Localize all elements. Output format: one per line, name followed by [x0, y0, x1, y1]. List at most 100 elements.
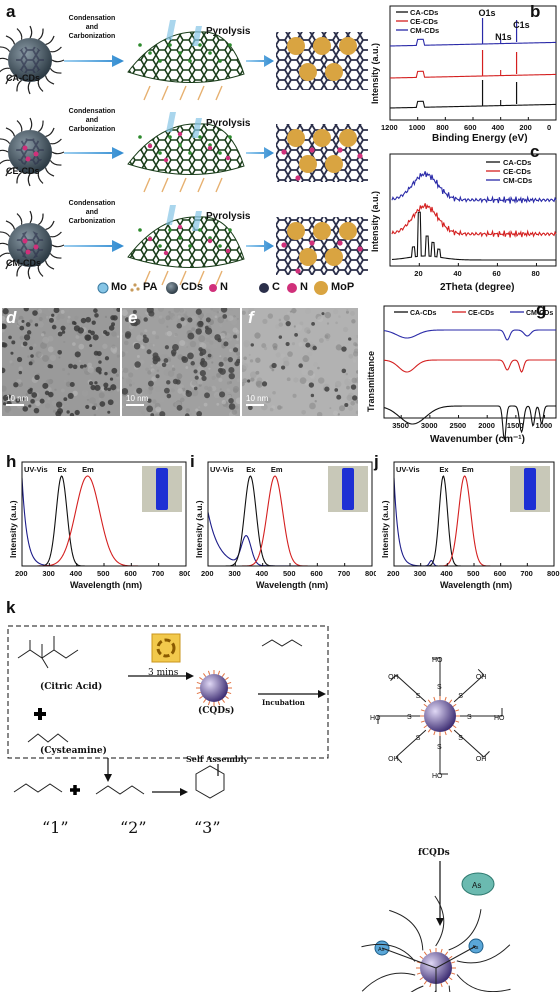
- x-axis-label: Wavelength (nm): [256, 580, 328, 590]
- texture: [348, 406, 353, 411]
- texture: [236, 317, 239, 320]
- texture: [215, 394, 219, 399]
- panel-j: j UV-Vis Ex Em 200 300 400 500 600 700 800 Wavelen…: [372, 452, 560, 592]
- nanoparticle: [247, 405, 253, 411]
- n-dopant: [163, 250, 169, 256]
- texture: [191, 327, 196, 332]
- texture: [291, 342, 296, 346]
- texture: [242, 378, 248, 384]
- complex-chain: [434, 895, 445, 947]
- cqd-sphere-ligand: [196, 691, 201, 695]
- nanoparticle: [23, 334, 31, 341]
- texture: [143, 343, 147, 347]
- legend-text: CE-CDs: [468, 310, 494, 317]
- texture: [221, 400, 226, 405]
- texture: [292, 393, 297, 398]
- texture: [271, 368, 275, 372]
- arrow-2: [246, 147, 274, 159]
- n-dopant: [295, 175, 301, 181]
- x-tick-label: 300: [414, 569, 427, 578]
- nanoparticle: [280, 365, 286, 370]
- nanoparticle: [2, 367, 6, 374]
- nanoparticle: [90, 330, 95, 336]
- nanoparticle: [111, 322, 116, 327]
- nanoparticle: [32, 310, 38, 316]
- sheet-atom: [158, 59, 162, 63]
- as-complex-sphere-ligand: [416, 961, 421, 964]
- nanoparticle: [109, 377, 114, 381]
- nanoparticle: [172, 343, 179, 351]
- as-complex-sphere-ligand: [440, 983, 443, 988]
- nanoparticle: [341, 368, 347, 374]
- cd-ligand: [45, 127, 55, 138]
- texture: [217, 316, 225, 324]
- nanoparticle: [29, 346, 34, 351]
- texture: [299, 321, 304, 326]
- nanoparticle: [207, 353, 212, 358]
- nanoparticle: [321, 312, 325, 316]
- cd-ligand: [37, 80, 44, 92]
- cqd-sphere-ligand: [199, 695, 203, 699]
- nanoparticle: [80, 317, 87, 324]
- beam: [166, 205, 176, 225]
- arrow-head: [318, 690, 326, 698]
- nanoparticle: [219, 368, 226, 375]
- nanoparticle: [77, 327, 84, 334]
- n-dopant: [225, 248, 231, 254]
- cd-ligand: [49, 160, 62, 166]
- mop-particle: [325, 248, 343, 266]
- nanoparticle: [104, 356, 110, 361]
- texture: [143, 414, 146, 416]
- nanoparticle: [92, 334, 99, 341]
- panel-h: h UV-Vis Ex Em 200 300 400 500 600 700 800 Wavelen…: [0, 452, 190, 592]
- texture: [264, 396, 272, 404]
- thiol-chain: [390, 674, 427, 703]
- texture: [114, 401, 119, 406]
- product-3: “3”: [194, 818, 221, 837]
- texture: [232, 327, 238, 333]
- texture: [211, 375, 216, 380]
- texture: [96, 355, 101, 360]
- cqd-sphere-ligand: [227, 691, 232, 695]
- nanoparticle: [44, 390, 50, 396]
- product-1: “1”: [42, 818, 69, 837]
- nanoparticle: [99, 401, 106, 407]
- mop-particle: [339, 129, 357, 147]
- n-dopant: [337, 147, 343, 153]
- texture: [75, 335, 80, 339]
- x-tick-label: 700: [152, 569, 165, 578]
- ftir-chart: CA-CDs CE-CDs CM-CDs 3500 3000 2500 2000 1500 10…: [383, 305, 557, 441]
- texture: [32, 370, 35, 373]
- nanoparticle: [19, 325, 25, 331]
- series-ce: [383, 359, 556, 373]
- texture: [219, 388, 222, 391]
- sulfur-label: S: [458, 735, 463, 742]
- hydroxyl-label: OH: [476, 674, 487, 681]
- nanoparticle: [124, 332, 131, 339]
- scale-e: 10 nm: [126, 394, 149, 403]
- fcqd-sphere-ligand: [423, 703, 428, 707]
- nanoparticle: [223, 341, 229, 347]
- cd-ligand: [0, 57, 9, 61]
- texture: [242, 359, 244, 362]
- texture: [198, 335, 206, 343]
- cd-ligand: [16, 171, 22, 184]
- n-dopant: [357, 246, 363, 252]
- series-cm: [383, 329, 556, 341]
- texture: [52, 347, 56, 351]
- texture: [98, 397, 102, 401]
- texture: [255, 357, 261, 363]
- self-assembly-label: Self Assembly: [186, 754, 249, 764]
- sheet-atom: [198, 228, 202, 232]
- step1-label-2: Condensation and Carbonization: [68, 108, 116, 133]
- texture: [242, 381, 245, 387]
- texture: [345, 310, 349, 314]
- fcqd-sphere-ligand: [427, 699, 431, 704]
- texture: [235, 397, 240, 405]
- x-tick-label: 200: [201, 569, 214, 578]
- texture: [111, 344, 116, 349]
- nanoparticle: [198, 347, 203, 352]
- n-dopant: [207, 145, 213, 151]
- sulfur-label: S: [467, 714, 472, 721]
- nanoparticle: [147, 398, 152, 403]
